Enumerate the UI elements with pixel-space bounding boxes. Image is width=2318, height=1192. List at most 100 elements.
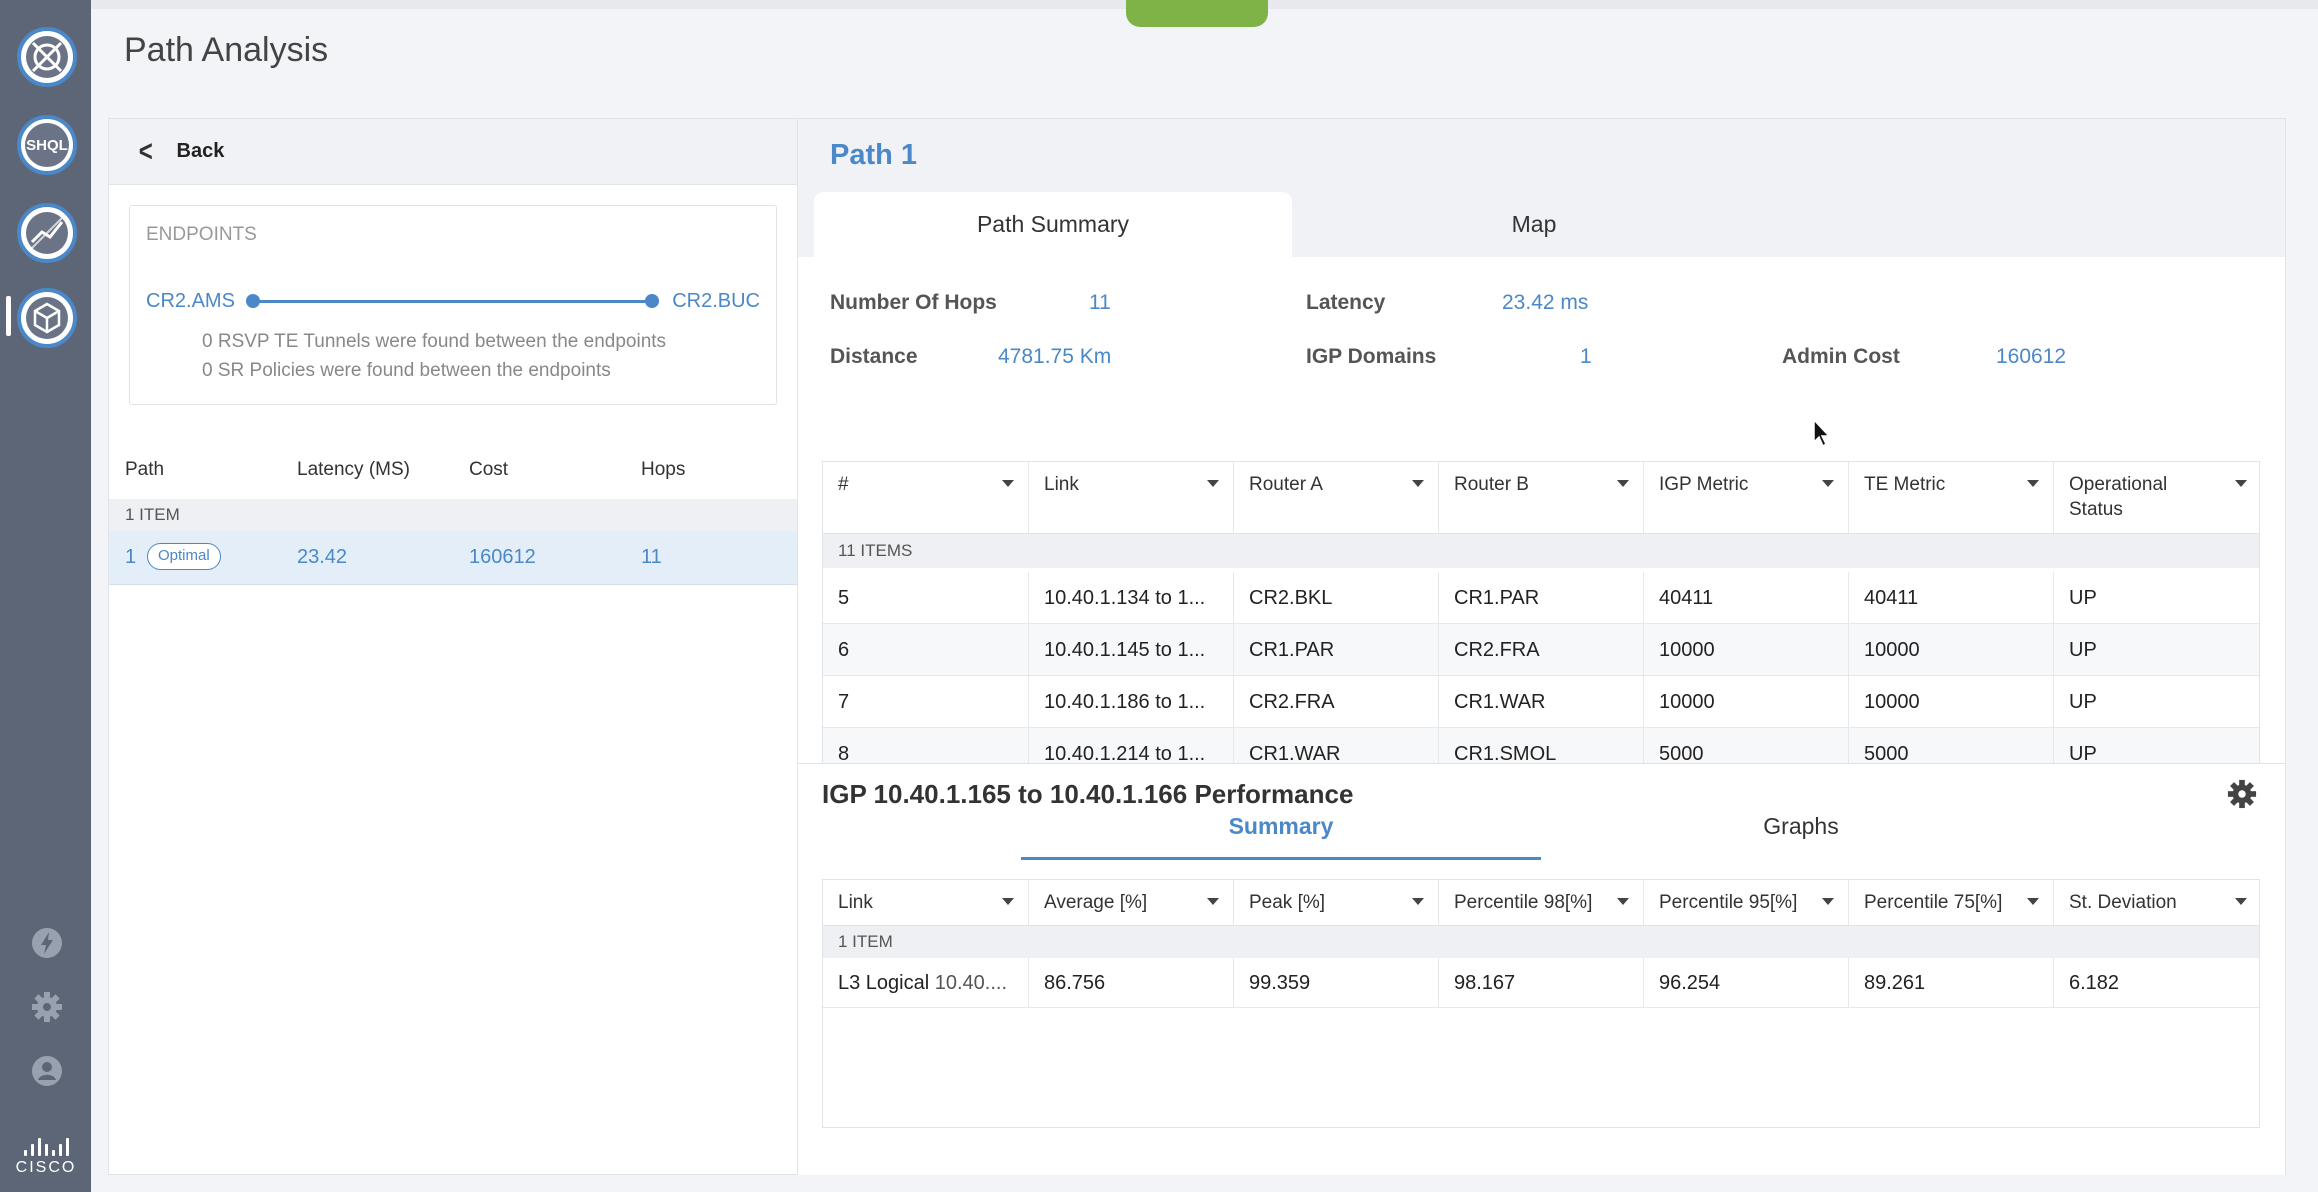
cell-router-a: CR2.FRA — [1234, 676, 1439, 727]
table-row[interactable]: 7 10.40.1.186 to 1... CR2.FRA CR1.WAR 10… — [823, 676, 2259, 728]
col-latency[interactable]: Latency (MS) — [297, 459, 410, 480]
col-igp-metric-label: IGP Metric — [1659, 474, 1749, 495]
caret-down-icon — [1207, 480, 1219, 487]
col-perf-link[interactable]: Link — [823, 880, 1029, 925]
table-row[interactable]: 6 10.40.1.145 to 1... CR1.PAR CR2.FRA 10… — [823, 624, 2259, 676]
col-index-label: # — [838, 474, 849, 495]
lightning-icon[interactable] — [28, 924, 66, 962]
cell-igp-metric: 10000 — [1644, 676, 1849, 727]
col-average[interactable]: Average [%] — [1029, 880, 1234, 925]
col-operational-label: Operational — [2069, 474, 2168, 495]
cisco-bars-icon — [14, 1138, 78, 1156]
col-link[interactable]: Link — [1029, 462, 1234, 533]
left-nav: SHQL CISCO — [0, 0, 91, 1192]
shql-label: SHQL — [25, 123, 69, 167]
caret-down-icon — [2027, 480, 2039, 487]
nav-active-indicator — [6, 296, 11, 336]
cell-index: 7 — [823, 676, 1029, 727]
col-p95-label: Percentile 95[%] — [1659, 892, 1798, 913]
cell-igp-metric: 10000 — [1644, 624, 1849, 675]
path-number: 1 — [125, 546, 137, 568]
right-panel: Path 1 Path Summary Map Number Of Hops 1… — [797, 118, 2286, 1175]
cell-index: 5 — [823, 572, 1029, 623]
col-hops[interactable]: Hops — [641, 459, 686, 480]
links-table-header: # Link Router A Router B IGP Metric TE M… — [823, 462, 2259, 534]
cell-status: UP — [2069, 691, 2097, 713]
cell-router-b: CR1.WAR — [1439, 676, 1644, 727]
col-p98[interactable]: Percentile 98[%] — [1439, 880, 1644, 925]
col-router-a[interactable]: Router A — [1234, 462, 1439, 533]
cell-average: 86.756 — [1029, 958, 1234, 1007]
caret-down-icon — [2235, 898, 2247, 905]
tab-path-summary[interactable]: Path Summary — [814, 192, 1292, 257]
cell-link: 10.40.1.145 to 1... — [1029, 624, 1234, 675]
col-igp-metric[interactable]: IGP Metric — [1644, 462, 1849, 533]
tab-graphs[interactable]: Graphs — [1763, 813, 1839, 839]
col-status-label: Status — [2069, 499, 2123, 520]
user-icon[interactable] — [28, 1052, 66, 1090]
col-te-metric[interactable]: TE Metric — [1849, 462, 2054, 533]
table-row[interactable]: 1 Optimal 23.42 160612 11 — [109, 531, 797, 585]
col-p95[interactable]: Percentile 95[%] — [1644, 880, 1849, 925]
status-pill[interactable] — [1126, 0, 1268, 27]
col-operational-status[interactable]: Operational Status — [2054, 462, 2259, 533]
cell-link: 10.40.1.134 to 1... — [1029, 572, 1234, 623]
back-label: Back — [176, 140, 225, 162]
shql-icon[interactable]: SHQL — [17, 115, 77, 175]
network-topology-icon[interactable] — [17, 27, 77, 87]
admin-cost-label: Admin Cost — [1782, 345, 1900, 368]
cell-router-b: CR1.PAR — [1439, 572, 1644, 623]
hops-value: 11 — [1089, 291, 1111, 314]
analytics-icon[interactable] — [17, 203, 77, 263]
hops-label: Number Of Hops — [830, 291, 997, 314]
cell-te-metric: 10000 — [1849, 676, 2054, 727]
cell-index: 8 — [823, 728, 1029, 779]
endpoint-a[interactable]: CR2.AMS — [146, 290, 235, 312]
col-p75[interactable]: Percentile 75[%] — [1849, 880, 2054, 925]
col-path[interactable]: Path — [125, 459, 165, 480]
caret-down-icon — [1412, 898, 1424, 905]
cell-igp-metric: 5000 — [1644, 728, 1849, 779]
col-perf-link-label: Link — [838, 892, 873, 913]
tab-map[interactable]: Map — [1511, 211, 1557, 237]
col-std-dev[interactable]: St. Deviation — [2054, 880, 2261, 925]
settings-gear-icon[interactable] — [2227, 779, 2257, 814]
cell-router-a: CR2.BKL — [1234, 572, 1439, 623]
mouse-cursor-icon — [1812, 418, 1832, 453]
paths-table-header: Path Latency (MS) Cost Hops — [109, 459, 797, 499]
col-cost[interactable]: Cost — [469, 459, 509, 480]
gear-icon[interactable] — [28, 988, 66, 1026]
path-header: Path 1 Path Summary Map — [798, 119, 2285, 257]
sr-note: 0 SR Policies were found between the end… — [202, 360, 611, 381]
col-router-b[interactable]: Router B — [1439, 462, 1644, 533]
cell-router-b: CR1.SMOL — [1439, 728, 1644, 779]
tab-summary[interactable]: Summary — [1228, 813, 1334, 839]
cube-icon[interactable] — [17, 288, 77, 348]
left-panel: < Back ENDPOINTS CR2.AMS CR2.BUC 0 RSVP … — [108, 118, 798, 1175]
path-cost: 160612 — [469, 546, 536, 568]
col-std-dev-label: St. Deviation — [2069, 892, 2177, 913]
distance-label: Distance — [830, 345, 918, 368]
table-row[interactable]: 5 10.40.1.134 to 1... CR2.BKL CR1.PAR 40… — [823, 572, 2259, 624]
cell-router-b: CR2.FRA — [1439, 624, 1644, 675]
cell-link: 10.40.1.214 to 1... — [1029, 728, 1234, 779]
col-p98-label: Percentile 98[%] — [1454, 892, 1593, 913]
latency-value: 23.42 ms — [1502, 291, 1589, 314]
caret-down-icon — [1617, 480, 1629, 487]
back-button[interactable]: < Back — [109, 119, 797, 185]
cell-link-type: L3 Logical — [838, 972, 930, 994]
col-router-a-label: Router A — [1249, 474, 1323, 495]
cell-te-metric: 5000 — [1849, 728, 2054, 779]
endpoints-label: ENDPOINTS — [146, 224, 257, 245]
col-index[interactable]: # — [823, 462, 1029, 533]
path-latency: 23.42 — [297, 546, 348, 568]
path-title: Path 1 — [830, 139, 918, 171]
table-row[interactable]: L3 Logical 10.40.... 86.756 99.359 98.16… — [823, 958, 2259, 1008]
col-peak-label: Peak [%] — [1249, 892, 1326, 913]
cisco-wordmark: CISCO — [15, 1159, 77, 1176]
endpoint-b[interactable]: CR2.BUC — [672, 290, 760, 312]
col-peak[interactable]: Peak [%] — [1234, 880, 1439, 925]
cell-router-a: CR1.WAR — [1234, 728, 1439, 779]
cell-status: UP — [2069, 587, 2097, 609]
cell-link: 10.40.1.186 to 1... — [1029, 676, 1234, 727]
